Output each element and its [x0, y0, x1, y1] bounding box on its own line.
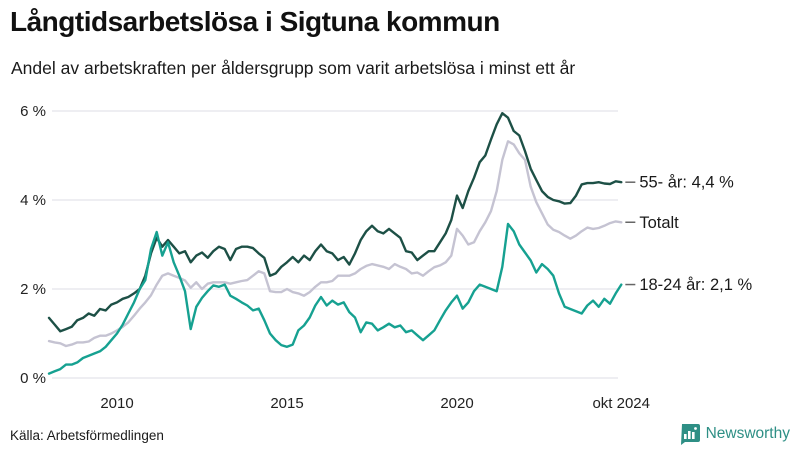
series-end-label: 55- år: 4,4 % — [639, 174, 734, 192]
newsworthy-brand[interactable]: Newsworthy — [679, 423, 790, 445]
chart-area: 0 % 2 % 4 % 6 % 2010 2015 2020 okt 2024 Totalt 55… — [0, 95, 800, 420]
series-line-Totalt — [47, 140, 623, 348]
footer: Källa: Arbetsförmedlingen Newsworthy — [0, 420, 800, 450]
page-title: Långtidsarbetslösa i Sigtuna kommun — [10, 6, 500, 37]
brand-name: Newsworthy — [705, 425, 790, 442]
source-note: Källa: Arbetsförmedlingen — [10, 428, 164, 443]
x-tick-label: 2015 — [270, 395, 303, 412]
line-chart: 0 % 2 % 4 % 6 % 2010 2015 2020 okt 2024 Totalt 55… — [20, 103, 752, 412]
x-tick-label: 2010 — [100, 395, 133, 412]
x-tick-label: 2020 — [440, 395, 473, 412]
y-tick-label: 4 % — [20, 192, 46, 209]
y-tick-label: 2 % — [20, 281, 46, 298]
newsworthy-logo-icon — [680, 424, 700, 445]
y-tick-label: 0 % — [20, 370, 46, 387]
series-line-55-år — [47, 112, 623, 333]
series-end-label: 18-24 år: 2,1 % — [639, 276, 752, 294]
y-tick-label: 6 % — [20, 103, 46, 120]
series-line-18-24år — [47, 222, 623, 375]
page-subtitle: Andel av arbetskraften per åldersgrupp s… — [11, 58, 576, 78]
x-tick-label: okt 2024 — [592, 395, 650, 412]
series-end-label: Totalt — [639, 214, 679, 232]
